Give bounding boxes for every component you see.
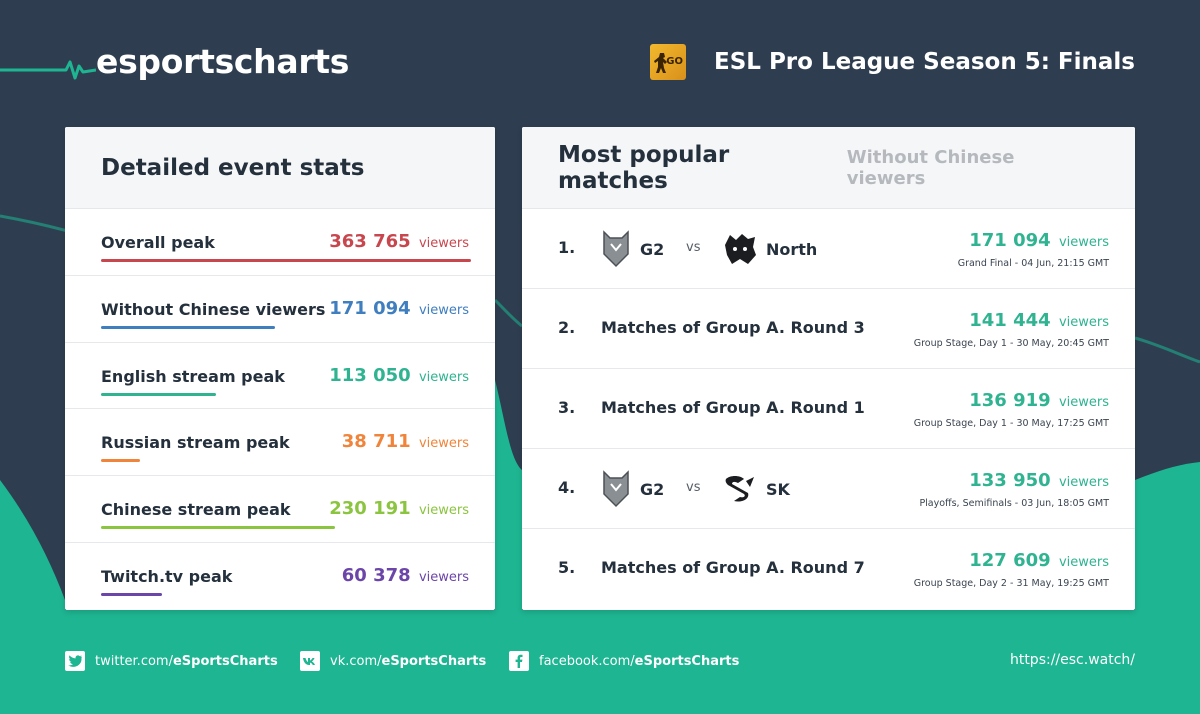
stat-value: 230 191 viewers [329,498,469,520]
vs-label: vs [686,240,701,255]
match-row[interactable]: 2. Matches of Group A. Round 3 141 444 v… [522,289,1135,369]
stats-card-title: Detailed event stats [101,154,365,181]
stat-bar [101,459,140,463]
stat-value: 363 765 viewers [329,231,469,252]
stat-label: Chinese stream peak [101,500,291,520]
twitter-icon [65,651,85,671]
popular-matches-card: Most popular matches Without Chinese vie… [522,127,1135,610]
stat-bar [101,392,216,396]
match-viewers: 171 094 viewers [969,230,1109,251]
stat-value: 60 378 viewers [341,564,469,586]
matches-card-subtitle: Without Chinese viewers [846,146,1015,189]
north-logo-icon [725,234,756,264]
match-viewers: 127 609 viewers [969,550,1109,571]
stats-list: Overall peak 363 765 viewers Without Chi… [65,209,495,610]
stat-bar [101,526,335,530]
stat-row-russian-peak: Russian stream peak 38 711 viewers [65,409,495,477]
footer: twitter.com/eSportsCharts vk.com/eSports… [0,648,1200,678]
event-header: GO ESL Pro League Season 5: Finals [650,42,1135,82]
stat-label: Russian stream peak [101,433,290,453]
stat-label: English stream peak [101,366,285,386]
stat-row-overall-peak: Overall peak 363 765 viewers [65,209,495,276]
match-title: Matches of Group A. Round 7 [601,558,865,577]
stat-label: Twitch.tv peak [101,566,233,586]
facebook-icon [509,651,529,671]
stat-value: 113 050 viewers [329,364,469,386]
match-row[interactable]: 3. Matches of Group A. Round 1 136 919 v… [522,369,1135,449]
team-north: North [722,230,817,268]
match-title: Matches of Group A. Round 3 [601,318,865,337]
brand-name: esportscharts [96,42,350,81]
stats-card-header: Detailed event stats [65,127,495,209]
g2-logo-icon [603,470,629,508]
facebook-link[interactable]: facebook.com/eSportsCharts [509,651,739,671]
stat-row-chinese-peak: Chinese stream peak 230 191 viewers [65,476,495,543]
stat-label: Overall peak [101,233,215,252]
stat-row-twitch-peak: Twitch.tv peak 60 378 viewers [65,543,495,610]
event-title: ESL Pro League Season 5: Finals [714,49,1135,75]
match-row[interactable]: 1. G2 vs North 171 094 viewers Grand Fin… [522,209,1135,289]
detailed-stats-card: Detailed event stats Overall peak 363 76… [65,127,495,610]
stat-bar [101,325,275,329]
stat-row-without-chinese: Without Chinese viewers 171 094 viewers [65,276,495,343]
match-rank: 4. [558,478,576,497]
match-row[interactable]: 4. G2 vs SK 133 950 viewers Playoffs, Se… [522,449,1135,529]
twitter-link[interactable]: twitter.com/eSportsCharts [65,651,278,671]
pulse-line-icon [0,60,96,80]
csgo-game-icon: GO [650,44,686,80]
matches-card-header: Most popular matches Without Chinese vie… [522,127,1135,209]
vk-link[interactable]: vk.com/eSportsCharts [300,651,486,671]
match-rank: 5. [558,558,576,577]
match-rank: 2. [558,318,576,337]
sk-logo-icon [725,476,754,502]
brand-logo[interactable]: esportscharts [0,40,349,90]
match-viewers: 136 919 viewers [969,390,1109,411]
match-meta: Group Stage, Day 1 - 30 May, 20:45 GMT [913,338,1109,349]
match-meta: Group Stage, Day 1 - 30 May, 17:25 GMT [913,418,1109,429]
team-g2: G2 [600,230,664,268]
stat-value: 38 711 viewers [341,431,469,453]
soldier-icon [654,53,667,73]
team-g2: G2 [600,470,664,508]
match-meta: Playoffs, Semifinals - 03 Jun, 18:05 GMT [919,498,1109,509]
stat-row-english-peak: English stream peak 113 050 viewers [65,343,495,410]
stat-value: 171 094 viewers [329,297,469,319]
match-viewers: 141 444 viewers [969,310,1109,331]
match-meta: Grand Final - 04 Jun, 21:15 GMT [957,258,1109,269]
match-rank: 3. [558,398,576,417]
g2-logo-icon [603,230,629,268]
vs-label: vs [686,480,701,495]
match-rank: 1. [558,238,576,257]
team-sk: SK [722,470,790,508]
vk-icon [300,651,320,671]
match-meta: Group Stage, Day 2 - 31 May, 19:25 GMT [913,578,1109,589]
match-row[interactable]: 5. Matches of Group A. Round 7 127 609 v… [522,529,1135,609]
matches-card-title: Most popular matches [558,141,730,194]
website-link[interactable]: https://esc.watch/ [1009,652,1135,668]
stat-label: Without Chinese viewers [101,299,326,319]
match-viewers: 133 950 viewers [969,470,1109,491]
stat-bar [101,259,471,262]
match-title: Matches of Group A. Round 1 [601,398,865,417]
stat-bar [101,592,162,596]
